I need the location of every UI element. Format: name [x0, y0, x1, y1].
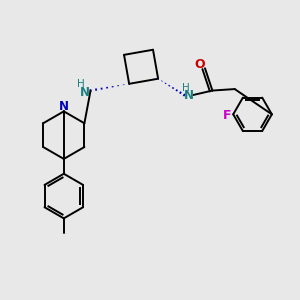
Text: F: F	[222, 109, 231, 122]
Text: N: N	[59, 100, 69, 112]
Text: H: H	[182, 82, 190, 93]
Text: N: N	[184, 89, 194, 102]
Text: H: H	[77, 79, 85, 89]
Text: O: O	[194, 58, 205, 71]
Text: N: N	[80, 85, 90, 98]
